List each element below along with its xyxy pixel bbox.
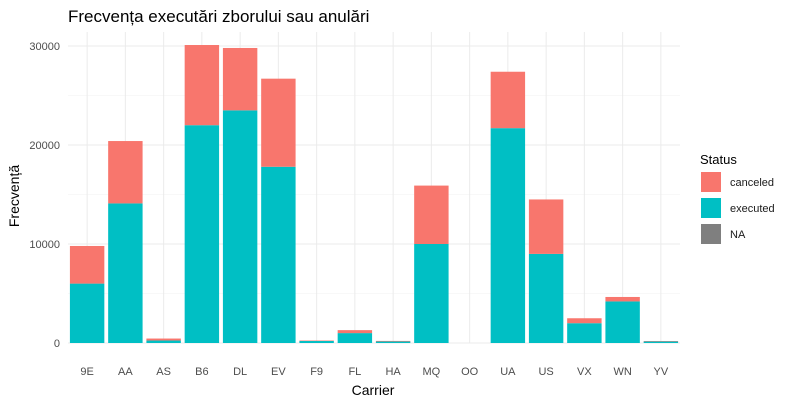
y-tick-label: 0 [54,338,60,350]
legend-label-executed: executed [730,203,775,215]
x-tick-label: EV [271,366,286,378]
x-tick-label: WN [613,366,631,378]
chart-title: Frecvența executări zborului sau anulări [68,7,369,26]
bar-executed-FL [337,333,373,343]
x-tick-label: 9E [80,366,93,378]
bar-executed-VX [567,323,602,343]
bar-canceled-MQ [414,185,449,244]
x-tick-label: AS [156,366,171,378]
grid [68,32,680,344]
bar-canceled-WN [605,296,640,302]
x-tick-label: DL [233,366,247,378]
x-tick-label: FL [348,366,361,378]
bar-canceled-9E [69,245,105,284]
bar-canceled-AA [108,141,143,204]
y-tick-label: 10000 [29,239,60,251]
x-tick-label: UA [500,366,516,378]
legend-swatch-canceled [701,172,721,192]
bars [69,45,679,343]
x-axis-title: Carrier [352,382,395,398]
legend-label-NA: NA [730,229,746,241]
legend-swatch-NA [701,224,721,244]
x-tick-label: HA [385,366,401,378]
bar-executed-9E [69,283,105,343]
bar-canceled-B6 [184,45,220,126]
x-axis-ticks: 9E AA AS B6 DL EV F9 FL HA MQ OO UA US VX WN YV [80,366,668,378]
x-tick-label: US [538,366,553,378]
bar-canceled-VX [567,318,602,324]
bar-canceled-UA [490,71,526,129]
legend-swatch-executed [701,198,721,218]
legend-label-canceled: canceled [730,177,774,189]
bar-executed-F9 [299,341,334,343]
bar-canceled-EV [261,78,296,167]
legend: Status canceled executed NA [700,152,775,244]
x-tick-label: B6 [195,366,208,378]
x-tick-label: AA [118,366,133,378]
y-axis-title: Frecvență [6,165,22,227]
y-tick-label: 30000 [29,41,60,53]
bar-executed-AA [108,203,143,343]
bar-canceled-FL [337,330,373,334]
bar-canceled-DL [222,47,258,111]
bar-executed-AS [146,340,181,343]
bar-executed-MQ [414,244,449,343]
bar-executed-WN [605,301,640,343]
x-tick-label: MQ [423,366,441,378]
bar-executed-EV [261,166,296,343]
bar-executed-DL [222,110,258,343]
bar-executed-UA [490,128,526,343]
bar-executed-HA [375,341,411,343]
bar-executed-YV [643,341,679,343]
bar-executed-US [528,253,564,343]
bar-canceled-AS [146,338,181,341]
x-tick-label: YV [654,366,669,378]
x-tick-label: F9 [310,366,323,378]
x-tick-label: VX [577,366,592,378]
x-tick-label: OO [461,366,479,378]
bar-executed-B6 [184,125,220,343]
bar-canceled-HA [375,340,411,342]
y-axis-ticks: 0 10000 20000 30000 [29,41,60,350]
legend-title: Status [700,152,737,167]
bar-canceled-US [528,199,564,254]
y-tick-label: 20000 [29,140,60,152]
